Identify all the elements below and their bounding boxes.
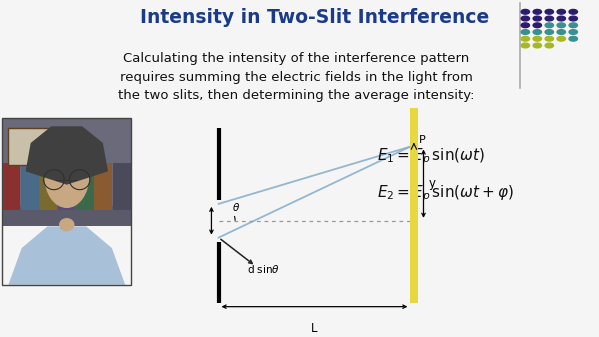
- Text: L: L: [311, 322, 317, 335]
- Circle shape: [521, 9, 530, 14]
- Text: $E_2 = E_p\,\sin(\omega t + \varphi)$: $E_2 = E_p\,\sin(\omega t + \varphi)$: [377, 184, 514, 204]
- Bar: [76, 163, 94, 210]
- Circle shape: [557, 16, 565, 21]
- Circle shape: [545, 9, 553, 14]
- Circle shape: [533, 9, 541, 14]
- Text: d sin$\theta$: d sin$\theta$: [247, 263, 280, 275]
- Circle shape: [533, 30, 541, 34]
- Bar: [2, 206, 131, 226]
- Circle shape: [545, 16, 553, 21]
- Ellipse shape: [59, 218, 74, 232]
- Polygon shape: [26, 126, 108, 185]
- Bar: [95, 163, 112, 210]
- Circle shape: [557, 36, 565, 41]
- Bar: [113, 163, 131, 210]
- Circle shape: [521, 16, 530, 21]
- Circle shape: [557, 30, 565, 34]
- Circle shape: [521, 43, 530, 48]
- Circle shape: [533, 16, 541, 21]
- Circle shape: [533, 43, 541, 48]
- Polygon shape: [8, 226, 125, 285]
- Text: $\theta$: $\theta$: [232, 201, 240, 213]
- Bar: [2, 118, 131, 285]
- Bar: [2, 118, 131, 210]
- Circle shape: [569, 16, 577, 21]
- Circle shape: [557, 9, 565, 14]
- Bar: [2, 163, 20, 210]
- Circle shape: [569, 9, 577, 14]
- Text: P: P: [419, 135, 426, 145]
- Circle shape: [569, 23, 577, 28]
- Text: $E_1 = E_p\,\sin(\omega t)$: $E_1 = E_p\,\sin(\omega t)$: [377, 147, 485, 167]
- Bar: [21, 163, 38, 210]
- Circle shape: [533, 36, 541, 41]
- Text: y: y: [428, 177, 435, 190]
- Circle shape: [521, 23, 530, 28]
- Circle shape: [545, 36, 553, 41]
- Circle shape: [533, 23, 541, 28]
- Circle shape: [557, 23, 565, 28]
- Circle shape: [521, 30, 530, 34]
- Ellipse shape: [44, 145, 89, 208]
- Circle shape: [545, 23, 553, 28]
- Text: Intensity in Two-Slit Interference: Intensity in Two-Slit Interference: [140, 8, 489, 27]
- Circle shape: [545, 30, 553, 34]
- Bar: [8, 128, 50, 165]
- Circle shape: [521, 36, 530, 41]
- Bar: [39, 163, 57, 210]
- Circle shape: [569, 30, 577, 34]
- Bar: [410, 108, 418, 303]
- Bar: [58, 163, 75, 210]
- Circle shape: [569, 36, 577, 41]
- Text: Calculating the intensity of the interference pattern
requires summing the elect: Calculating the intensity of the interfe…: [118, 52, 475, 102]
- Circle shape: [545, 43, 553, 48]
